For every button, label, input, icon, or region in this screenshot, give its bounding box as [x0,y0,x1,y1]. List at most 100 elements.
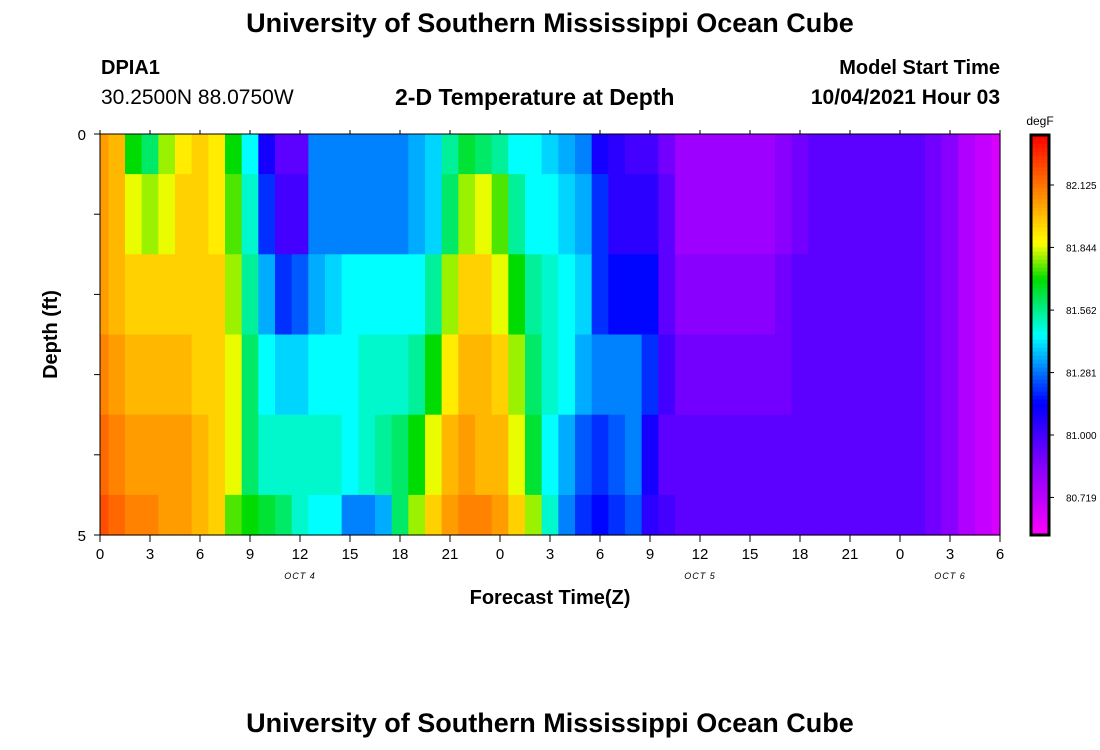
colorbar-segment [1031,291,1049,296]
heatmap-cell [791,254,809,336]
heatmap-cell [758,494,776,536]
heatmap-cell [691,414,709,496]
heatmap-cell [225,414,243,496]
colorbar-segment [1031,243,1049,248]
colorbar-segment [1031,287,1049,292]
colorbar-segment [1031,435,1049,440]
heatmap-cell [141,334,159,416]
colorbar-segment [1031,299,1049,304]
colorbar-segment [1031,471,1049,476]
heatmap-cell [491,494,509,536]
colorbar-segment [1031,275,1049,280]
colorbar-segment [1031,219,1049,224]
heatmap-cell [625,134,643,175]
heatmap-cell [675,334,693,416]
heatmap-cell [158,134,176,175]
heatmap-cell [408,334,426,416]
heatmap-cell [100,134,109,175]
heatmap-cell [658,134,676,175]
colorbar-segment [1031,347,1049,352]
heatmap-cell [608,134,626,175]
heatmap-cell [825,174,843,255]
colorbar-segment [1031,143,1049,148]
heatmap-cell [591,414,609,496]
heatmap-cell [875,174,893,255]
heatmap-cell [575,254,593,336]
heatmap-cell [675,254,693,336]
x-tick-label: 3 [546,546,554,563]
heatmap-cell [508,174,526,255]
colorbar-tick-label: 81.562 [1066,306,1097,317]
heatmap-cell [575,334,593,416]
heatmap-cell [958,494,976,536]
heatmap-cell [925,334,943,416]
heatmap-cell [925,414,943,496]
heatmap-cell [241,254,259,336]
heatmap-cell [991,334,1001,416]
heatmap-cell [725,134,743,175]
heatmap-cell [558,334,576,416]
heatmap-cell [808,254,826,336]
heatmap-cell [108,134,126,175]
heatmap-cell [891,134,909,175]
heatmap-cell [425,254,443,336]
heatmap-cell [475,414,493,496]
colorbar-segment [1031,159,1049,164]
colorbar-segment [1031,251,1049,256]
colorbar-segment [1031,463,1049,468]
heatmap-cell [191,414,209,496]
heatmap-cell [391,414,409,496]
heatmap-cell [558,174,576,255]
colorbar-segment [1031,303,1049,308]
heatmap-cell [125,334,143,416]
heatmap-cell [375,334,393,416]
heatmap-cell [508,494,526,536]
heatmap-cell [100,254,109,336]
heatmap-cell [941,254,959,336]
heatmap-cell [725,174,743,255]
heatmap-cell [541,414,559,496]
heatmap-cell [375,174,393,255]
colorbar-segment [1031,351,1049,356]
heatmap-cell [991,254,1001,336]
heatmap-cell [858,254,876,336]
colorbar-tick-label: 81.000 [1066,431,1097,442]
heatmap-cell [241,494,259,536]
colorbar-segment [1031,451,1049,456]
heatmap-cell [825,414,843,496]
heatmap-cell [575,134,593,175]
heatmap-cell [575,414,593,496]
heatmap-cell [158,254,176,336]
heatmap-cell [458,254,476,336]
heatmap-cell [225,334,243,416]
colorbar-frame [1029,133,1051,537]
x-tick-label: 15 [342,546,359,563]
heatmap-cell [425,174,443,255]
heatmap-cell [541,334,559,416]
heatmap-cell [325,334,343,416]
heatmap-cell [208,414,226,496]
heatmap-cell [425,134,443,175]
heatmap-cell [191,494,209,536]
colorbar-segment [1031,507,1049,512]
heatmap-cell [958,334,976,416]
heatmap-cell [425,334,443,416]
heatmap-cell [775,134,793,175]
colorbar-tick-label: 80.719 [1066,493,1097,504]
heatmap-cell [958,134,976,175]
heatmap-cell [841,334,859,416]
heatmap-cell [100,494,109,536]
heatmap-cell [358,134,376,175]
heatmap-cell [458,134,476,175]
heatmap-cell [441,334,459,416]
heatmap-cell [325,134,343,175]
heatmap-cell [991,134,1001,175]
heatmap-cell [941,334,959,416]
colorbar-segment [1031,239,1049,244]
heatmap-cell [308,494,326,536]
colorbar-segment [1031,395,1049,400]
heatmap-cell [100,174,109,255]
colorbar-segment [1031,475,1049,480]
heatmap-cell [108,174,126,255]
heatmap-cell [708,254,726,336]
